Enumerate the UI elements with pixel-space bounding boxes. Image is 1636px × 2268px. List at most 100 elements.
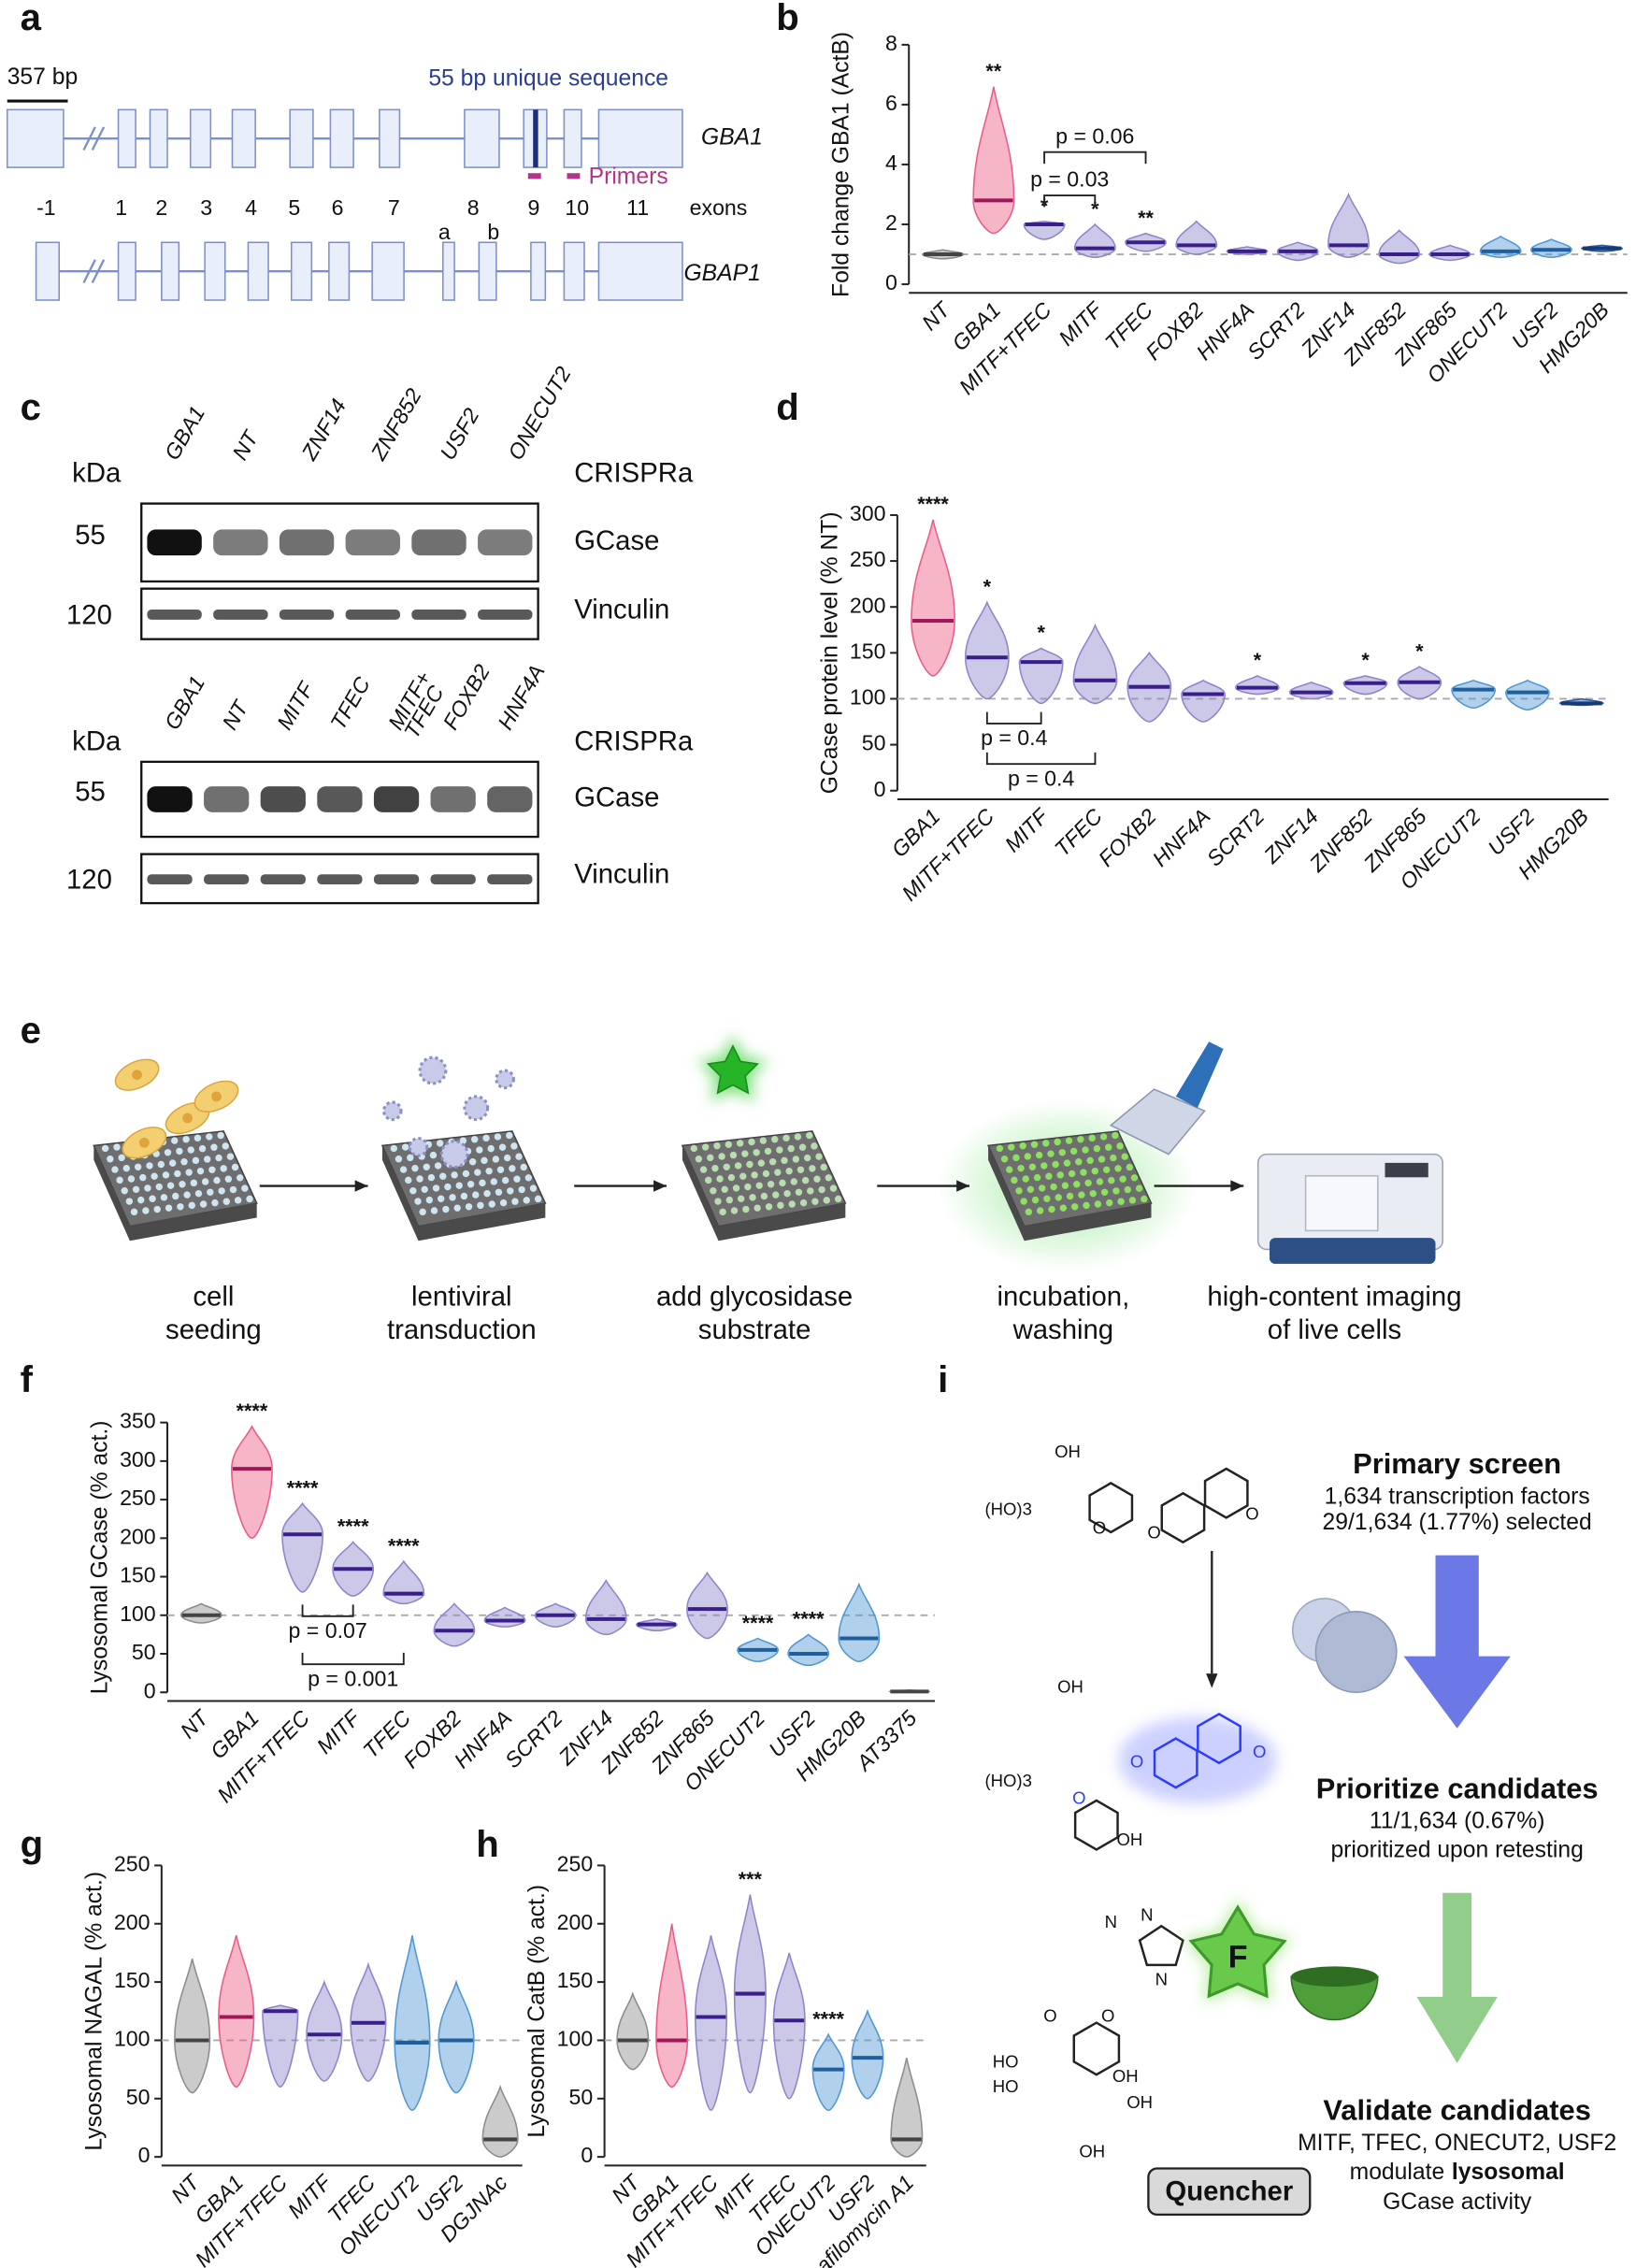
cell-icon <box>1314 1611 1398 1693</box>
arrow-head <box>1206 1673 1218 1688</box>
chem-label: OH <box>1127 2092 1153 2112</box>
band <box>478 610 533 620</box>
well <box>151 1172 158 1180</box>
step-label: add glycosidase <box>656 1282 853 1313</box>
well <box>231 1163 239 1171</box>
well <box>177 1203 184 1211</box>
well <box>781 1156 788 1165</box>
well <box>168 1159 177 1167</box>
y-tick-label: 50 <box>862 731 886 755</box>
well <box>490 1178 497 1185</box>
well <box>768 1158 777 1166</box>
band <box>345 610 400 620</box>
bracket-label: p = 0.07 <box>289 1618 367 1643</box>
exon <box>189 108 212 168</box>
funnel-arrow <box>1416 1892 1498 2063</box>
band <box>260 874 306 885</box>
chem-label: (HO)3 <box>985 1500 1032 1519</box>
chem-label: N <box>1141 1904 1153 1924</box>
exon-number: 6 <box>332 195 344 220</box>
well <box>811 1198 819 1205</box>
y-tick-label: 200 <box>557 1910 594 1934</box>
band <box>147 610 202 620</box>
well <box>1063 1159 1071 1167</box>
well <box>1022 1175 1029 1183</box>
scale-label: 357 bp <box>7 65 79 90</box>
significance: *** <box>739 1867 763 1890</box>
well <box>1070 1203 1079 1211</box>
sugar-ring <box>1088 1482 1134 1534</box>
well <box>520 1163 527 1171</box>
exon <box>289 108 314 168</box>
well <box>187 1146 194 1154</box>
bracket-label: p = 0.06 <box>1055 123 1134 148</box>
well <box>792 1156 800 1163</box>
well <box>1019 1141 1026 1150</box>
y-tick-label: 100 <box>850 685 886 710</box>
panel-letter: h <box>476 1823 499 1865</box>
well <box>737 1195 745 1202</box>
well <box>1141 1195 1148 1203</box>
band <box>279 529 335 556</box>
significance: * <box>1254 648 1262 671</box>
well <box>798 1143 807 1151</box>
lane-label: FOXB2 <box>438 660 495 734</box>
well <box>723 1163 730 1170</box>
well <box>818 1185 825 1194</box>
significance: **** <box>237 1399 268 1422</box>
well <box>208 1166 216 1173</box>
well <box>427 1173 436 1182</box>
well <box>716 1175 724 1183</box>
band <box>345 529 400 556</box>
well <box>206 1133 213 1141</box>
y-tick-label: 50 <box>132 1640 156 1664</box>
chem-label: HO <box>993 2052 1019 2072</box>
y-tick-label: 0 <box>874 777 886 801</box>
well <box>725 1141 733 1148</box>
band <box>411 529 466 556</box>
annotation: 55 bp unique sequence <box>428 65 668 91</box>
nucleus <box>132 1069 143 1081</box>
well <box>710 1186 717 1195</box>
well <box>762 1170 770 1178</box>
y-tick-label: 250 <box>114 1852 151 1876</box>
well <box>405 1176 412 1184</box>
well <box>449 1194 456 1201</box>
well <box>419 1208 426 1216</box>
blot-frame <box>140 502 539 583</box>
well <box>1033 1173 1041 1182</box>
violin <box>481 2084 519 2158</box>
well <box>101 1144 109 1153</box>
well <box>438 1195 445 1202</box>
well <box>1042 1140 1050 1147</box>
well <box>465 1203 473 1211</box>
well <box>1031 1196 1040 1204</box>
violin <box>1479 235 1522 259</box>
violin <box>1235 675 1280 696</box>
well <box>1026 1185 1035 1194</box>
exon <box>597 108 683 168</box>
well <box>1054 1138 1061 1146</box>
chem-label: F <box>1228 1940 1248 1975</box>
well <box>751 1171 758 1179</box>
y-axis-label: Fold change GBA1 (ActB) <box>829 32 854 297</box>
well <box>811 1142 818 1150</box>
y-tick-label: 50 <box>126 2085 151 2109</box>
step-label: of live cells <box>1268 1314 1401 1345</box>
well <box>1011 1176 1018 1184</box>
well <box>1124 1185 1131 1194</box>
band <box>204 786 250 812</box>
well <box>779 1179 786 1187</box>
well <box>529 1184 538 1192</box>
exon <box>464 108 500 168</box>
well <box>194 1189 203 1198</box>
chem-label: O <box>1245 1503 1258 1523</box>
significance: ** <box>1138 206 1154 229</box>
violin <box>811 2032 845 2112</box>
well <box>121 1186 128 1195</box>
well <box>1093 1144 1101 1153</box>
y-tick-label: 150 <box>120 1563 156 1587</box>
well <box>749 1194 756 1201</box>
chem-label: O <box>1072 1787 1085 1807</box>
violin <box>1018 647 1064 705</box>
